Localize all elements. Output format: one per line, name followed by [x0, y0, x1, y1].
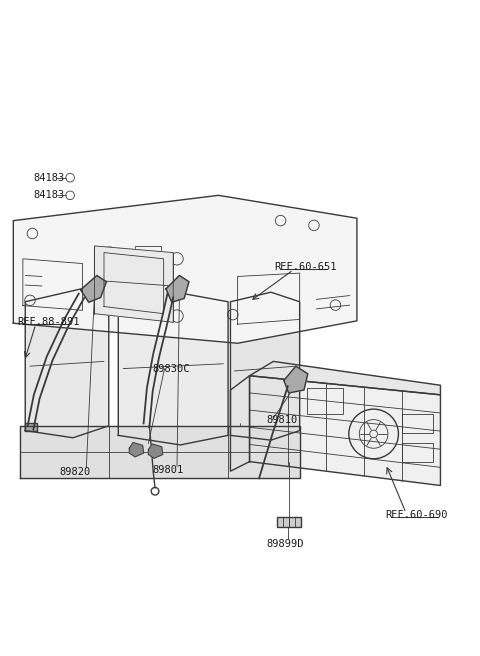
Text: 89830C: 89830C [152, 363, 190, 373]
Text: 84183: 84183 [34, 190, 65, 200]
Text: REF.60-651: REF.60-651 [275, 262, 337, 272]
Polygon shape [25, 287, 109, 438]
Text: 89810: 89810 [266, 415, 298, 424]
Text: 89820: 89820 [60, 467, 91, 477]
Polygon shape [81, 276, 107, 302]
Bar [25, 423, 36, 431]
Polygon shape [284, 366, 308, 393]
Bar [307, 388, 343, 414]
Polygon shape [148, 444, 163, 459]
Bar [402, 443, 433, 462]
Polygon shape [250, 361, 441, 395]
Bar [277, 516, 301, 527]
Polygon shape [250, 376, 441, 485]
Text: REF.60-690: REF.60-690 [385, 510, 448, 520]
Polygon shape [95, 246, 173, 322]
Bar [402, 414, 433, 433]
Text: 84183: 84183 [34, 173, 65, 182]
Polygon shape [21, 426, 300, 478]
Text: 89899D: 89899D [266, 539, 304, 548]
Text: 89801: 89801 [153, 465, 184, 475]
Bar [135, 246, 161, 265]
Polygon shape [230, 376, 250, 471]
Polygon shape [166, 276, 189, 302]
Polygon shape [230, 292, 300, 440]
Polygon shape [13, 195, 357, 343]
Polygon shape [129, 443, 144, 457]
Bar [118, 267, 154, 291]
Polygon shape [118, 292, 228, 445]
Bar [259, 383, 297, 409]
Text: REF.88-891: REF.88-891 [17, 317, 79, 327]
